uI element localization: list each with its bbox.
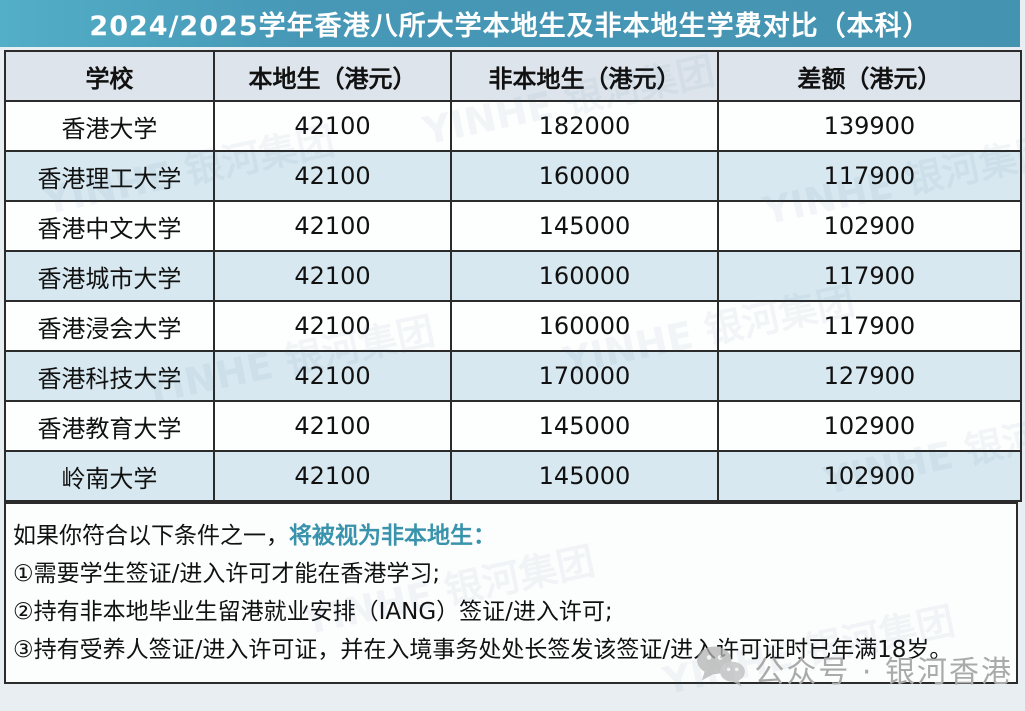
cell-local: 42100 bbox=[215, 352, 453, 400]
tuition-table: 学校 本地生（港元） 非本地生（港元） 差额（港元） 香港大学 42100 18… bbox=[4, 50, 1022, 502]
table-row: 香港大学 42100 182000 139900 bbox=[6, 102, 1020, 152]
cell-diff: 139900 bbox=[823, 112, 916, 140]
table-row: 香港理工大学 42100 160000 117900 bbox=[6, 152, 1020, 202]
cell-local: 42100 bbox=[215, 302, 453, 350]
cell-nonlocal: 145000 bbox=[452, 202, 719, 250]
note-item-2: ②持有非本地毕业生留港就业安排（IANG）签证/进入许可; bbox=[13, 599, 613, 625]
cell-local: 42100 bbox=[215, 452, 453, 500]
cell-local: 42100 bbox=[215, 252, 453, 300]
cell-nonlocal: 182000 bbox=[452, 102, 719, 150]
table-row: 香港中文大学 42100 145000 102900 bbox=[6, 202, 1020, 252]
cell-nonlocal: 160000 bbox=[452, 152, 719, 200]
cell-school: 香港理工大学 bbox=[6, 152, 215, 200]
cell-nonlocal: 170000 bbox=[452, 352, 719, 400]
note-intro-prefix: 如果你符合以下条件之一， bbox=[13, 523, 289, 549]
cell-school: 香港教育大学 bbox=[6, 402, 215, 450]
title-bar: 2024/2025学年香港八所大学本地生及非本地生学费对比（本科） bbox=[0, 0, 1020, 47]
cell-local: 42100 bbox=[215, 402, 453, 450]
column-header-local: 本地生（港元） bbox=[215, 52, 453, 100]
table-row: 香港浸会大学 42100 160000 117900 bbox=[6, 302, 1020, 352]
wechat-footer: 公众号 · 银河香港 bbox=[696, 646, 1013, 692]
cell-local: 42100 bbox=[215, 152, 453, 200]
note-intro: 如果你符合以下条件之一，将被视为非本地生： bbox=[13, 517, 1008, 555]
wechat-account-label: 公众号 · 银河香港 bbox=[754, 655, 1013, 690]
cell-nonlocal: 145000 bbox=[452, 452, 719, 500]
table-row: 岭南大学 42100 145000 102900 bbox=[6, 452, 1020, 500]
cell-school: 岭南大学 bbox=[6, 452, 215, 500]
cell-diff: 102900 bbox=[823, 212, 916, 240]
cell-local: 42100 bbox=[215, 202, 453, 250]
cell-nonlocal: 160000 bbox=[452, 252, 719, 300]
cell-school: 香港大学 bbox=[6, 102, 215, 150]
column-header-school: 学校 bbox=[6, 52, 215, 100]
cell-nonlocal: 145000 bbox=[452, 402, 719, 450]
notes-box: 如果你符合以下条件之一，将被视为非本地生： ①需要学生签证/进入许可才能在香港学… bbox=[4, 502, 1018, 684]
column-header-diff: 差额（港元） bbox=[797, 64, 942, 93]
cell-diff: 127900 bbox=[823, 362, 916, 390]
table-header-row: 学校 本地生（港元） 非本地生（港元） 差额（港元） bbox=[6, 52, 1020, 102]
cell-local: 42100 bbox=[215, 102, 453, 150]
cell-nonlocal: 160000 bbox=[452, 302, 719, 350]
column-header-nonlocal: 非本地生（港元） bbox=[452, 52, 719, 100]
cell-school: 香港浸会大学 bbox=[6, 302, 215, 350]
note-item-3: ③持有受养人签证/进入许可证，并在入境事务处处长签发该签证/进入许可证时已年满1… bbox=[13, 637, 953, 663]
note-intro-highlight: 将被视为非本地生： bbox=[289, 523, 496, 549]
cell-school: 香港城市大学 bbox=[6, 252, 215, 300]
table-row: 香港教育大学 42100 145000 102900 bbox=[6, 402, 1020, 452]
cell-diff: 117900 bbox=[823, 312, 916, 340]
cell-school: 香港中文大学 bbox=[6, 202, 215, 250]
note-item-1: ①需要学生签证/进入许可才能在香港学习; bbox=[13, 561, 441, 587]
cell-school: 香港科技大学 bbox=[6, 352, 215, 400]
cell-diff: 117900 bbox=[823, 262, 916, 290]
page-title: 2024/2025学年香港八所大学本地生及非本地生学费对比（本科） bbox=[89, 11, 931, 42]
cell-diff: 117900 bbox=[823, 162, 916, 190]
table-row: 香港科技大学 42100 170000 127900 bbox=[6, 352, 1020, 402]
table-row: 香港城市大学 42100 160000 117900 bbox=[6, 252, 1020, 302]
cell-diff: 102900 bbox=[823, 412, 916, 440]
cell-diff: 102900 bbox=[823, 462, 916, 490]
wechat-icon bbox=[696, 646, 746, 692]
